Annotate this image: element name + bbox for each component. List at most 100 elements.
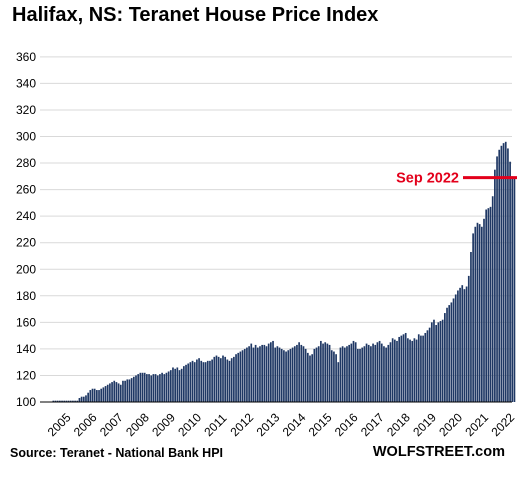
bar (496, 156, 498, 402)
bar (132, 376, 135, 402)
bar (457, 290, 459, 402)
bar (391, 338, 394, 402)
bar (252, 347, 255, 402)
bar (222, 355, 224, 402)
bar (256, 347, 259, 402)
bar (411, 340, 414, 402)
bar (502, 143, 505, 402)
bar (335, 354, 337, 402)
bar (270, 342, 272, 402)
bar (122, 380, 124, 402)
bar (507, 148, 509, 402)
bar (206, 360, 209, 402)
bar (420, 335, 422, 402)
bar (106, 384, 109, 402)
annotation-label: Sep 2022 (396, 171, 459, 187)
bar (385, 347, 387, 402)
bar (289, 348, 292, 402)
bar (467, 275, 470, 402)
bar (444, 313, 446, 402)
bar (211, 359, 213, 402)
bar (217, 356, 220, 402)
bar (167, 371, 170, 402)
bar (317, 346, 320, 402)
bar (483, 218, 485, 402)
bar (241, 350, 244, 402)
bar (72, 400, 74, 402)
bar (357, 348, 359, 402)
bar (224, 356, 227, 402)
bar (439, 321, 442, 402)
bar (117, 383, 120, 402)
bar (309, 355, 311, 402)
bar (219, 358, 222, 402)
chart-title: Halifax, NS: Teranet House Price Index (12, 4, 379, 26)
bar (237, 352, 240, 402)
bar (109, 383, 111, 402)
bar (230, 358, 233, 402)
x-tick-label: 2013 (254, 410, 283, 439)
bar (407, 338, 409, 402)
bar (472, 233, 474, 402)
bar (137, 374, 140, 402)
bar (185, 364, 187, 402)
bar (287, 350, 290, 402)
bar (187, 363, 190, 402)
bar (226, 359, 229, 402)
bar (200, 360, 203, 402)
bar (280, 348, 283, 402)
bar (169, 370, 172, 402)
bar (476, 222, 479, 402)
bar (204, 362, 207, 402)
bar (254, 344, 257, 402)
annotation: Sep 2022 (396, 171, 517, 187)
bar (202, 362, 205, 402)
x-tick-label: 2008 (123, 410, 152, 439)
bar (415, 339, 418, 402)
bar (370, 346, 372, 402)
bar (402, 334, 405, 402)
bar (333, 351, 335, 402)
bar (259, 346, 261, 402)
y-tick-label: 240 (16, 209, 36, 223)
bar (322, 343, 324, 402)
x-tick-label: 2009 (149, 410, 178, 439)
bar (89, 390, 92, 402)
bar (135, 375, 137, 402)
bar (141, 372, 144, 402)
bar (426, 330, 429, 402)
bar (159, 374, 161, 402)
x-tick-label: 2014 (280, 410, 309, 439)
bar (113, 380, 116, 402)
bar (363, 346, 366, 402)
bar (378, 340, 381, 402)
bar (65, 400, 68, 402)
bar (283, 350, 285, 402)
bar (104, 386, 107, 402)
bar (69, 400, 72, 402)
bar (448, 305, 451, 402)
bar (115, 382, 118, 402)
bar (272, 340, 274, 402)
bar (80, 396, 83, 402)
brand-watermark: WOLFSTREET.com (372, 444, 505, 460)
x-tick-label: 2022 (488, 410, 517, 439)
bar (293, 346, 296, 402)
bar (435, 325, 437, 402)
bar (441, 319, 444, 402)
y-tick-label: 200 (16, 262, 36, 276)
bar (454, 294, 457, 402)
bar (263, 344, 266, 402)
bar (404, 332, 407, 402)
bar (343, 347, 346, 402)
bar (161, 372, 163, 402)
bar (433, 319, 435, 402)
bar (178, 370, 181, 402)
bar (487, 208, 490, 402)
bar (374, 344, 377, 402)
bar (235, 354, 237, 402)
bar (452, 298, 455, 402)
bar (196, 359, 198, 402)
x-tick-label: 2016 (332, 410, 361, 439)
bar (352, 340, 355, 402)
